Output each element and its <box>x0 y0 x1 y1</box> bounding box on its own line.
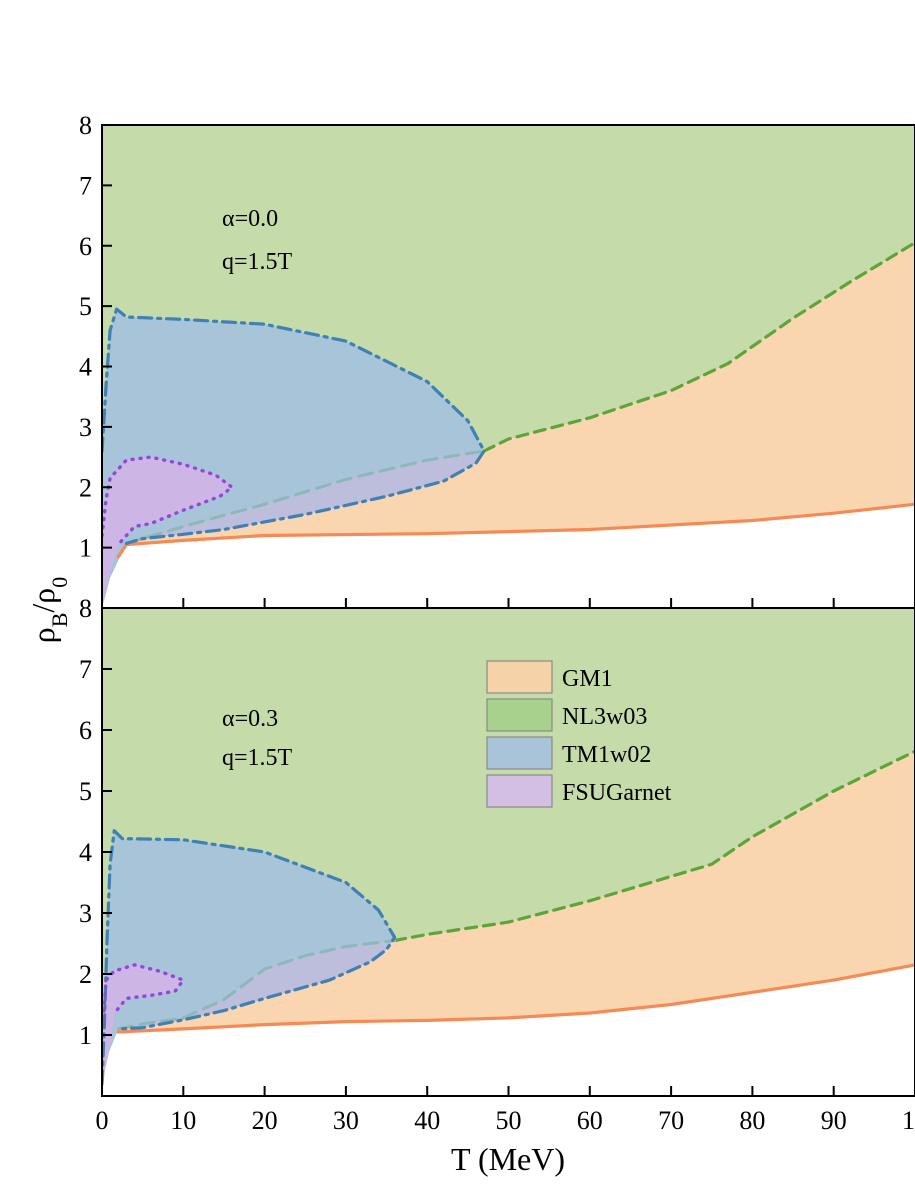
bottom-tm1w02-line <box>102 829 397 1086</box>
x-tick-label-7: 70 <box>658 1106 684 1135</box>
x-axis-title: T (MeV) <box>451 1141 565 1177</box>
legend-swatch-fsugarnet <box>486 774 553 808</box>
top-fsugarnet-line <box>102 455 234 547</box>
x-tick-label-3: 30 <box>333 1106 359 1135</box>
top-annotation-alpha: α=0.0 <box>222 206 278 232</box>
bottom-overlap-region <box>118 937 395 1029</box>
bottom-y-tick-label-4: 4 <box>79 838 92 867</box>
top-tm1w02-line <box>102 307 486 545</box>
bottom-y-tick-label-5: 3 <box>79 899 92 928</box>
bottom-y-tick-label-2: 6 <box>79 716 92 745</box>
legend-label-nl3w03: NL3w03 <box>562 704 647 730</box>
legend-label-gm1: GM1 <box>562 666 613 692</box>
x-tick-label-5: 50 <box>496 1106 522 1135</box>
bottom-fsugarnet-region <box>102 964 184 1084</box>
top-overlap-region <box>126 451 485 544</box>
top-y-tick-label-3: 5 <box>79 292 92 321</box>
legend-swatch-tm1w02 <box>486 736 553 770</box>
bottom-y-tick-label-3: 5 <box>79 777 92 806</box>
axis-ticks: 0 10 20 30 40 50 60 70 80 90 10 8 7 6 5 4 3 2 1 8 7 6 5 4 3 2 1 <box>79 111 915 1135</box>
top-panel: α=0.0 q=1.5T <box>102 125 915 608</box>
bottom-y-tick-label-7: 1 <box>79 1021 92 1050</box>
top-y-tick-label-1: 7 <box>79 171 92 200</box>
top-y-tick-label-4: 4 <box>79 353 92 382</box>
bottom-y-tick-label-6: 2 <box>79 960 92 989</box>
top-y-tick-label-2: 6 <box>79 232 92 261</box>
bottom-tm1w02-inner-line <box>116 939 397 1031</box>
x-tick-label-8: 80 <box>739 1106 765 1135</box>
legend-swatch-nl3w03 <box>486 698 553 732</box>
bottom-annotation-alpha: α=0.3 <box>222 706 278 732</box>
x-tick-label-4: 40 <box>414 1106 440 1135</box>
y-axis-title-slash-rho: /ρ <box>25 588 61 613</box>
y-axis-title-sub-0: 0 <box>47 577 72 588</box>
y-axis-title: ρB/ρ0 <box>25 577 72 644</box>
top-tm1w02-region <box>102 309 485 608</box>
top-y-tick-label-7: 1 <box>79 534 92 563</box>
top-y-tick-label-5: 3 <box>79 413 92 442</box>
legend: GM1 NL3w03 TM1w02 FSUGarnet <box>486 660 672 808</box>
top-white-region <box>102 504 915 608</box>
legend-swatch-gm1 <box>486 660 553 694</box>
x-tick-label-2: 20 <box>252 1106 278 1135</box>
x-tick-label-6: 60 <box>577 1106 603 1135</box>
y-axis-title-rho: ρ <box>25 627 61 643</box>
legend-label-fsugarnet: FSUGarnet <box>562 780 672 806</box>
top-annotation-q: q=1.5T <box>222 249 293 275</box>
top-gm1-line <box>116 502 915 559</box>
legend-label-tm1w02: TM1w02 <box>562 742 651 768</box>
x-tick-label-1: 10 <box>170 1106 196 1135</box>
bottom-annotation-q: q=1.5T <box>222 745 293 771</box>
top-nl3w03-line <box>482 241 915 453</box>
bottom-tm1w02-region <box>102 830 395 1096</box>
top-y-tick-label-6: 2 <box>79 473 92 502</box>
bottom-y-tick-label-0: 8 <box>79 594 92 623</box>
top-fsugarnet-region <box>102 457 233 608</box>
top-y-tick-label-0: 8 <box>79 111 92 140</box>
bottom-fsugarnet-line <box>102 963 185 1037</box>
x-tick-label-0: 0 <box>96 1106 109 1135</box>
top-gm1-region <box>126 242 915 545</box>
bottom-gm1-line <box>116 963 915 1034</box>
bottom-y-tick-label-1: 7 <box>79 655 92 684</box>
y-axis-title-sub-b: B <box>47 613 72 628</box>
top-tm1w02-inner-line <box>124 449 486 545</box>
bottom-white-region <box>102 964 915 1096</box>
x-tick-label-9: 90 <box>821 1106 847 1135</box>
bottom-nl3w03-line <box>393 749 915 943</box>
x-tick-label-10: 10 <box>902 1106 915 1135</box>
